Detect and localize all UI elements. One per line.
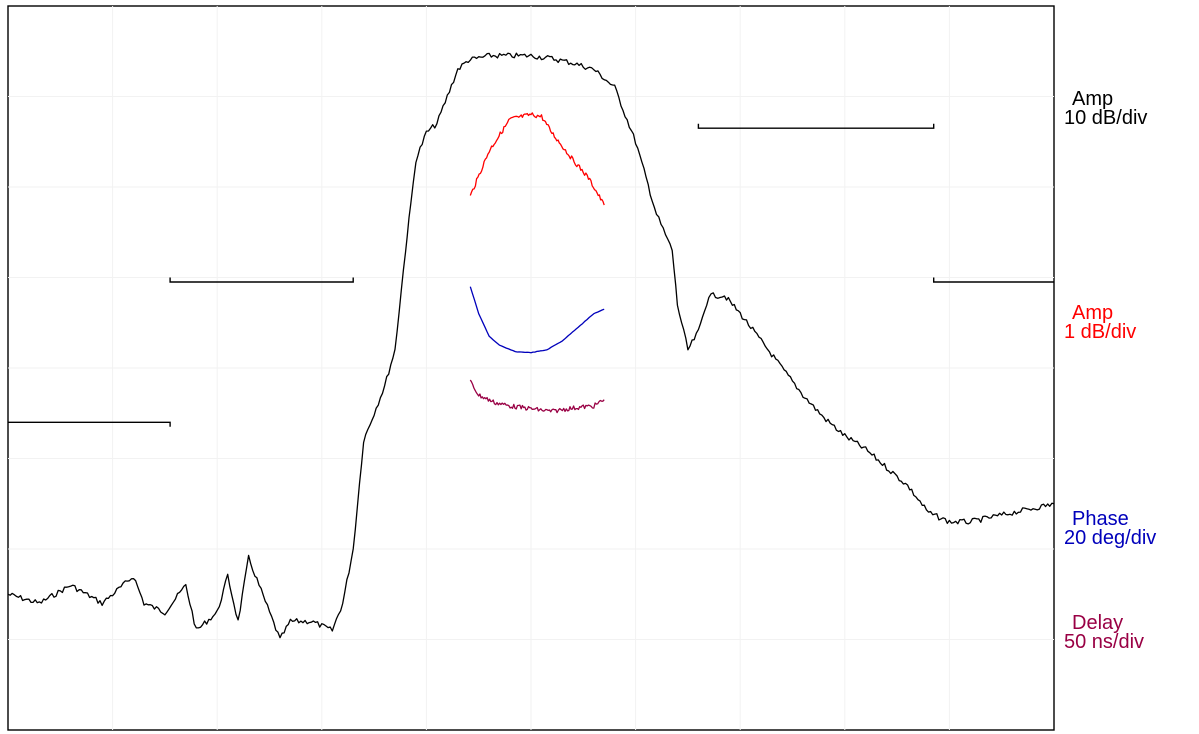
spec-mask-4 <box>933 277 1054 283</box>
spec-mask-3 <box>697 123 935 129</box>
legend-delay-scale: 50 ns/div <box>1064 631 1145 653</box>
legend-delay: Delay 50 ns/div <box>1060 612 1196 653</box>
trace-phase <box>469 286 605 354</box>
trace-amp-fine <box>469 112 605 206</box>
legend-amp-10db: Amp 10 dB/div <box>1060 88 1196 129</box>
trace-delay <box>469 379 605 414</box>
legend-delay-title: Delay <box>1072 612 1124 634</box>
legend-phase: Phase 20 deg/div <box>1060 508 1196 549</box>
legend-phase-title: Phase <box>1072 508 1129 530</box>
legend-amp-1db: Amp 1 dB/div <box>1060 302 1196 343</box>
legend-amp-10db-scale: 10 dB/div <box>1064 107 1148 129</box>
legend-amp-1db-title: Amp <box>1072 302 1114 324</box>
spec-masks <box>8 123 1054 427</box>
legend-phase-scale: 20 deg/div <box>1064 527 1157 549</box>
spec-mask-1 <box>8 421 171 427</box>
legend-amp-1db-scale: 1 dB/div <box>1064 321 1137 343</box>
trace-amp-wide <box>7 52 1055 639</box>
traces <box>7 52 1055 639</box>
legend-amp-10db-title: Amp <box>1072 88 1114 110</box>
spec-mask-2 <box>169 277 354 283</box>
grid <box>8 6 1054 730</box>
